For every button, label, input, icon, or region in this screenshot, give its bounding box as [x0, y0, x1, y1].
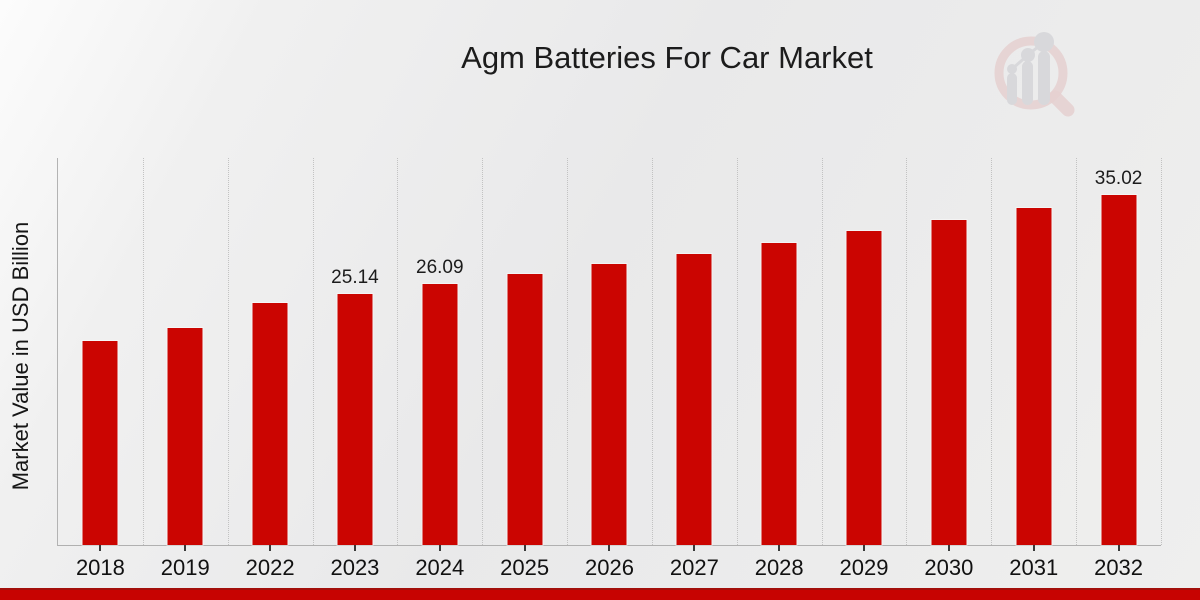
bar-slot-2018: 2018: [58, 158, 143, 580]
bar-slot-2023: 25.14 2023: [313, 158, 398, 580]
y-axis-label: Market Value in USD Billion: [8, 221, 33, 491]
bar-2029: [846, 231, 882, 545]
bar-2025: [507, 274, 543, 545]
gridline: [1161, 158, 1162, 545]
x-axis-tick: [523, 545, 526, 551]
x-axis-tick: [608, 545, 611, 551]
gridline: [736, 158, 738, 545]
magnifier-bar-chart-logo-icon: [994, 32, 1075, 117]
bar-slot-2028: 2028: [737, 158, 822, 580]
gridline: [991, 158, 993, 545]
gridline: [906, 158, 908, 545]
gridline: [227, 158, 229, 545]
bar-slot-2030: 2030: [906, 158, 991, 580]
x-tick-label-2032: 2032: [1094, 555, 1144, 580]
x-tick-label-2022: 2022: [245, 555, 295, 580]
x-axis-tick: [438, 545, 441, 551]
x-axis-tick: [353, 545, 356, 551]
bar-slot-2025: 2025: [482, 158, 567, 580]
x-axis-tick: [693, 545, 696, 551]
bar-2031: [1016, 207, 1052, 545]
bar-2028: [761, 242, 797, 545]
bar-slot-2031: 2031: [991, 158, 1076, 580]
bar-slot-2026: 2026: [567, 158, 652, 580]
bar-slot-2022: 2022: [228, 158, 313, 580]
bar-2030: [931, 219, 967, 545]
bar-2027: [676, 253, 712, 545]
gridline: [651, 158, 653, 545]
gridline: [397, 158, 399, 545]
x-tick-label-2031: 2031: [1009, 555, 1059, 580]
x-tick-label-2028: 2028: [754, 555, 804, 580]
x-tick-label-2029: 2029: [839, 555, 889, 580]
x-tick-label-2025: 2025: [500, 555, 550, 580]
bar-2018: [82, 340, 118, 545]
bar-value-label-2023: 25.14: [331, 266, 379, 288]
bar-slot-2027: 2027: [652, 158, 737, 580]
bar-value-label-2024: 26.09: [416, 257, 464, 279]
gridline: [1076, 158, 1078, 545]
x-tick-label-2019: 2019: [160, 555, 210, 580]
x-axis-tick: [1117, 545, 1120, 551]
chart-title: Agm Batteries For Car Market: [461, 40, 873, 75]
gridline: [821, 158, 823, 545]
bar-slot-2024: 26.09 2024: [397, 158, 482, 580]
gridline: [142, 158, 144, 545]
x-tick-label-2024: 2024: [415, 555, 465, 580]
x-axis-tick: [269, 545, 272, 551]
plot-area: 2018 2019 2022 25.14 2023 26.09 2024 2025 2026 20…: [57, 158, 1162, 580]
x-tick-label-2023: 2023: [330, 555, 380, 580]
bar-2022: [252, 302, 288, 545]
bar-2019: [167, 327, 203, 545]
footer-accent-bar: [0, 588, 1200, 600]
x-tick-label-2026: 2026: [585, 555, 634, 580]
gridline: [567, 158, 569, 545]
gridline: [482, 158, 484, 545]
x-axis-tick: [184, 545, 187, 551]
x-axis-tick: [1032, 545, 1035, 551]
bar-2024: [422, 284, 458, 545]
x-tick-label-2030: 2030: [924, 555, 974, 580]
gridline: [312, 158, 314, 545]
bar-2026: [591, 264, 627, 545]
bar-2023: [337, 293, 373, 545]
x-axis-tick: [863, 545, 866, 551]
bar-slot-2029: 2029: [822, 158, 907, 580]
bar-slot-2032: 35.02 2032: [1076, 158, 1161, 580]
bar-slot-2019: 2019: [143, 158, 228, 580]
x-axis-tick: [947, 545, 950, 551]
x-tick-label-2018: 2018: [75, 555, 125, 580]
x-axis-tick: [778, 545, 781, 551]
bar-2032: [1101, 194, 1137, 545]
x-tick-label-2027: 2027: [669, 555, 719, 580]
bar-value-label-2032: 35.02: [1094, 167, 1143, 189]
x-axis-tick: [99, 545, 102, 551]
